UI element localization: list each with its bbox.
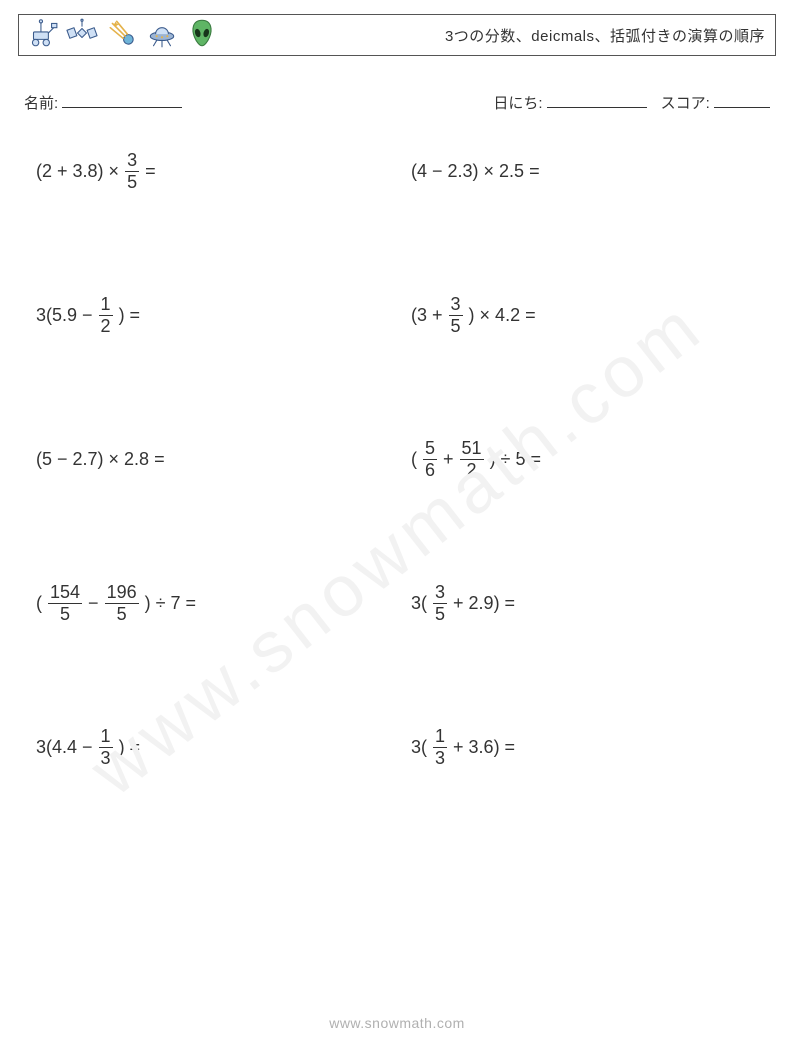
denominator: 3 (433, 749, 447, 768)
numerator: 51 (460, 439, 484, 458)
expr-text: ) = (119, 737, 141, 758)
fraction: 13 (433, 727, 447, 768)
expr-text: ( (411, 449, 417, 470)
expression: (2 + 3.8) × 35 = (36, 151, 156, 192)
fraction: 1545 (48, 583, 82, 624)
expression: (1545 − 1965) ÷ 7 = (36, 583, 196, 624)
numerator: 5 (423, 439, 437, 458)
worksheet-header: 3つの分数、deicmals、括弧付きの演算の順序 (18, 14, 776, 56)
denominator: 5 (58, 605, 72, 624)
name-field: 名前: (24, 92, 182, 113)
satellite-icon (65, 16, 99, 55)
rover-icon (25, 16, 59, 55)
expr-text: 3( (411, 737, 427, 758)
numerator: 196 (105, 583, 139, 602)
worksheet-title: 3つの分数、deicmals、括弧付きの演算の順序 (445, 25, 765, 46)
denominator: 3 (99, 749, 113, 768)
date-field: 日にち: (493, 92, 646, 113)
expr-text: = (145, 161, 156, 182)
expression: (5 − 2.7) × 2.8 = (36, 449, 165, 470)
problem-7: (1545 − 1965) ÷ 7 = (36, 579, 391, 627)
expr-text: ) × 4.2 = (469, 305, 536, 326)
expr-text: + 3.6) = (453, 737, 515, 758)
expr-text: (2 + 3.8) × (36, 161, 119, 182)
score-blank[interactable] (714, 93, 770, 108)
footer-url: www.snowmath.com (0, 1015, 794, 1031)
expr-text: ) ÷ 7 = (145, 593, 196, 614)
expr-text: + 2.9) = (453, 593, 515, 614)
expression: 3(5.9 − 12) = (36, 295, 140, 336)
ufo-icon (145, 16, 179, 55)
problem-10: 3(13 + 3.6) = (411, 723, 766, 771)
denominator: 5 (449, 317, 463, 336)
numerator: 154 (48, 583, 82, 602)
problem-3: 3(5.9 − 12) = (36, 291, 391, 339)
expr-text: ( (36, 593, 42, 614)
problems-grid: (2 + 3.8) × 35 =(4 − 2.3) × 2.5 =3(5.9 −… (18, 147, 776, 771)
denominator: 5 (115, 605, 129, 624)
date-blank[interactable] (547, 93, 647, 108)
numerator: 3 (125, 151, 139, 170)
name-label: 名前: (24, 95, 58, 112)
numerator: 3 (433, 583, 447, 602)
expr-text: (4 − 2.3) × 2.5 = (411, 161, 540, 182)
expr-text: (5 − 2.7) × 2.8 = (36, 449, 165, 470)
numerator: 1 (99, 727, 113, 746)
alien-icon (185, 16, 219, 55)
expr-text: 3( (411, 593, 427, 614)
denominator: 2 (99, 317, 113, 336)
header-icons (25, 16, 219, 55)
fraction: 12 (99, 295, 113, 336)
expr-text: − (88, 593, 99, 614)
numerator: 1 (99, 295, 113, 314)
comet-icon (105, 16, 139, 55)
expression: (56 + 512) ÷ 5 = (411, 439, 541, 480)
expr-text: + (443, 449, 454, 470)
score-label: スコア: (661, 95, 710, 112)
name-blank[interactable] (62, 93, 182, 108)
expr-text: 3(4.4 − (36, 737, 93, 758)
fraction: 512 (460, 439, 484, 480)
fraction: 13 (99, 727, 113, 768)
problem-6: (56 + 512) ÷ 5 = (411, 435, 766, 483)
expression: 3(4.4 − 13) = (36, 727, 140, 768)
expr-text: ) = (119, 305, 141, 326)
denominator: 2 (465, 461, 479, 480)
problem-2: (4 − 2.3) × 2.5 = (411, 147, 766, 195)
expr-text: (3 + (411, 305, 443, 326)
problem-8: 3(35 + 2.9) = (411, 579, 766, 627)
fraction: 56 (423, 439, 437, 480)
numerator: 3 (449, 295, 463, 314)
score-field: スコア: (661, 92, 770, 113)
expression: 3(13 + 3.6) = (411, 727, 515, 768)
date-label: 日にち: (493, 95, 542, 112)
fraction: 35 (433, 583, 447, 624)
expression: (3 + 35) × 4.2 = (411, 295, 536, 336)
expr-text: ) ÷ 5 = (490, 449, 541, 470)
problem-1: (2 + 3.8) × 35 = (36, 147, 391, 195)
problem-9: 3(4.4 − 13) = (36, 723, 391, 771)
fraction: 35 (449, 295, 463, 336)
problem-5: (5 − 2.7) × 2.8 = (36, 435, 391, 483)
denominator: 5 (125, 173, 139, 192)
denominator: 6 (423, 461, 437, 480)
problem-4: (3 + 35) × 4.2 = (411, 291, 766, 339)
info-row: 名前: 日にち: スコア: (18, 92, 776, 113)
fraction: 35 (125, 151, 139, 192)
fraction: 1965 (105, 583, 139, 624)
denominator: 5 (433, 605, 447, 624)
numerator: 1 (433, 727, 447, 746)
expr-text: 3(5.9 − (36, 305, 93, 326)
expression: (4 − 2.3) × 2.5 = (411, 161, 540, 182)
expression: 3(35 + 2.9) = (411, 583, 515, 624)
